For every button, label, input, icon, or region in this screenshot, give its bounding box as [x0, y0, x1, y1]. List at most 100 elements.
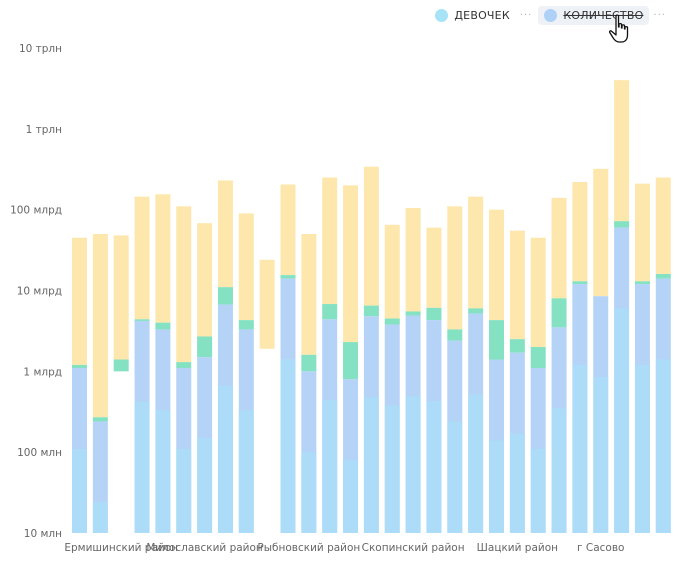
bar-segment-teal[interactable]: [447, 329, 463, 341]
bar-segment-girls[interactable]: [301, 452, 317, 533]
bar-segment-girls[interactable]: [551, 408, 567, 533]
bar-segment-teal[interactable]: [489, 320, 504, 360]
bar-segment-girls[interactable]: [468, 394, 484, 533]
bar-segment-girls[interactable]: [405, 396, 421, 533]
bar-segment-yellow[interactable]: [322, 177, 338, 305]
bar-stack[interactable]: [614, 80, 630, 534]
bar-segment-yellow[interactable]: [489, 209, 504, 321]
bar-segment-girls[interactable]: [322, 400, 338, 533]
bar-segment-teal[interactable]: [322, 304, 338, 320]
bar-stack[interactable]: [155, 194, 171, 533]
ellipsis-icon[interactable]: ···: [519, 10, 533, 21]
bar-segment-yellow[interactable]: [176, 206, 192, 363]
bar-segment-teal[interactable]: [468, 308, 484, 314]
bar-stack[interactable]: [301, 233, 317, 533]
bar-stack[interactable]: [634, 183, 650, 533]
bar-segment-yellow[interactable]: [655, 177, 671, 275]
bar-segment-yellow[interactable]: [238, 213, 254, 321]
bar-segment-yellow[interactable]: [92, 233, 108, 418]
bar-segment-yellow[interactable]: [593, 168, 609, 297]
bar-segment-girls[interactable]: [655, 359, 671, 533]
bar-segment-yellow[interactable]: [384, 224, 400, 319]
bar-segment-girls[interactable]: [72, 448, 87, 533]
bar-segment-girls[interactable]: [447, 421, 463, 533]
bar-segment-yellow[interactable]: [280, 184, 296, 276]
bar-stack[interactable]: [593, 168, 609, 533]
ellipsis-icon[interactable]: ···: [653, 10, 666, 21]
bar-stack[interactable]: [176, 206, 192, 533]
bar-segment-yellow[interactable]: [113, 235, 129, 360]
bar-segment-yellow[interactable]: [509, 230, 525, 340]
bar-segment-girls[interactable]: [238, 410, 254, 533]
bar-segment-yellow[interactable]: [72, 237, 87, 365]
bar-segment-girls[interactable]: [593, 377, 609, 533]
bar-stack[interactable]: [217, 180, 233, 533]
bar-segment-teal[interactable]: [155, 322, 171, 330]
bar-segment-teal[interactable]: [238, 320, 254, 330]
bar-segment-yellow[interactable]: [155, 194, 171, 323]
bar-segment-teal[interactable]: [343, 342, 359, 380]
bar-segment-yellow[interactable]: [197, 223, 213, 337]
bar-segment-girls[interactable]: [530, 448, 546, 533]
bar-segment-girls[interactable]: [343, 460, 359, 533]
bar-segment-teal[interactable]: [301, 354, 317, 372]
bar-segment-yellow[interactable]: [217, 180, 233, 288]
bar-segment-teal[interactable]: [655, 274, 671, 279]
bar-segment-yellow[interactable]: [551, 197, 567, 299]
bar-stack[interactable]: [426, 227, 442, 533]
bar-stack[interactable]: [509, 230, 525, 533]
bar-stack[interactable]: [343, 185, 359, 533]
bar-segment-yellow[interactable]: [614, 80, 630, 222]
bar-segment-girls[interactable]: [426, 400, 442, 533]
bar-segment-girls[interactable]: [134, 401, 150, 533]
bar-stack[interactable]: [551, 197, 567, 533]
bar-segment-teal[interactable]: [134, 319, 150, 321]
bar-segment-teal[interactable]: [113, 359, 129, 372]
bar-stack[interactable]: [655, 177, 671, 533]
bar-segment-teal[interactable]: [384, 318, 400, 325]
bar-segment-yellow[interactable]: [468, 196, 484, 309]
bar-stack[interactable]: [238, 213, 254, 533]
bar-stack[interactable]: [572, 181, 588, 533]
bar-segment-yellow[interactable]: [363, 166, 379, 306]
bar-segment-teal[interactable]: [572, 281, 588, 285]
bar-segment-girls[interactable]: [634, 364, 650, 533]
bar-segment-girls[interactable]: [572, 364, 588, 533]
bar-stack[interactable]: [489, 209, 504, 533]
bar-segment-teal[interactable]: [197, 336, 213, 358]
bar-segment-teal[interactable]: [72, 364, 87, 368]
bar-segment-girls[interactable]: [489, 440, 504, 533]
bar-segment-girls[interactable]: [363, 397, 379, 533]
bar-stack[interactable]: [405, 207, 421, 533]
bar-stack[interactable]: [322, 177, 338, 533]
bar-stack[interactable]: [259, 259, 275, 349]
bar-stack[interactable]: [363, 166, 379, 533]
bar-stack[interactable]: [447, 206, 463, 533]
bar-segment-teal[interactable]: [614, 221, 630, 228]
bar-segment-girls[interactable]: [384, 405, 400, 533]
bar-stack[interactable]: [134, 196, 150, 533]
bar-segment-yellow[interactable]: [634, 183, 650, 282]
bar-stack[interactable]: [92, 233, 108, 533]
bar-segment-girls[interactable]: [92, 502, 108, 533]
bar-segment-teal[interactable]: [405, 311, 421, 316]
bar-stack[interactable]: [468, 196, 484, 533]
bar-segment-teal[interactable]: [280, 275, 296, 279]
bar-segment-yellow[interactable]: [447, 206, 463, 330]
bar-stack[interactable]: [197, 223, 213, 533]
bar-segment-teal[interactable]: [426, 307, 442, 321]
bar-stack[interactable]: [72, 237, 87, 533]
bar-segment-girls[interactable]: [217, 385, 233, 533]
bar-segment-teal[interactable]: [217, 287, 233, 305]
bar-segment-teal[interactable]: [92, 417, 108, 422]
bar-segment-yellow[interactable]: [301, 233, 317, 355]
bar-segment-yellow[interactable]: [259, 259, 275, 349]
bar-segment-teal[interactable]: [363, 305, 379, 317]
bar-segment-yellow[interactable]: [343, 185, 359, 343]
bar-segment-yellow[interactable]: [572, 181, 588, 282]
bar-segment-yellow[interactable]: [426, 227, 442, 308]
bar-segment-yellow[interactable]: [530, 237, 546, 348]
legend-item-girls[interactable]: ДЕВОЧЕК: [429, 6, 515, 25]
bar-segment-teal[interactable]: [176, 362, 192, 368]
bar-segment-girls[interactable]: [509, 433, 525, 533]
